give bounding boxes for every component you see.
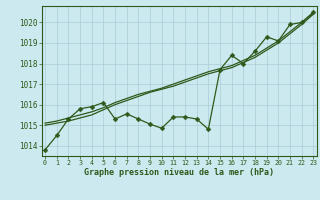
X-axis label: Graphe pression niveau de la mer (hPa): Graphe pression niveau de la mer (hPa) <box>84 168 274 177</box>
